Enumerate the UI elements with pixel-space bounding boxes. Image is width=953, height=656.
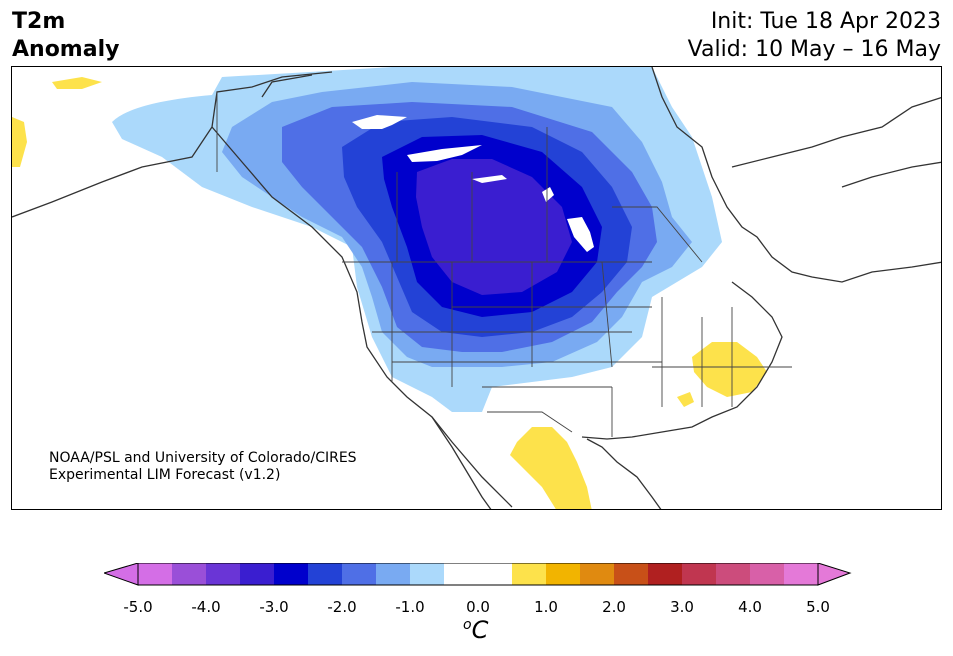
colorbar-bin xyxy=(478,563,513,585)
colorbar-tick-label: 4.0 xyxy=(738,598,762,616)
colorbar-bin xyxy=(138,563,173,585)
great-slave-lake xyxy=(407,145,482,162)
colorbar-unit: oC xyxy=(463,616,488,644)
anomaly-map xyxy=(11,66,942,510)
colorbar-bins xyxy=(137,563,819,586)
unit-label: C xyxy=(471,616,489,644)
colorbar-tick-label: -3.0 xyxy=(259,598,289,616)
colorbar-tick-label: 0.0 xyxy=(466,598,490,616)
colorbar-extend-low xyxy=(104,563,139,586)
colorbar-bin xyxy=(206,563,241,585)
colorbar-bin xyxy=(376,563,411,585)
colorbar xyxy=(104,563,852,586)
colorbar-bin xyxy=(512,563,547,585)
colorbar-bin xyxy=(614,563,649,585)
colorbar-bin xyxy=(274,563,309,585)
lake-athabasca xyxy=(472,175,507,183)
lake-winnipeg xyxy=(567,217,594,252)
init-date: Init: Tue 18 Apr 2023 xyxy=(710,9,941,34)
colorbar-extend-high xyxy=(817,563,852,586)
anomaly-region-plus-gulf xyxy=(677,392,694,407)
credit-line-2: Experimental LIM Forecast (v1.2) xyxy=(49,467,281,483)
colorbar-bin xyxy=(546,563,581,585)
map-svg xyxy=(12,67,941,509)
colorbar-bin xyxy=(342,563,377,585)
coastlines xyxy=(12,67,941,509)
colorbar-bin xyxy=(444,563,479,585)
colorbar-tick-label: 2.0 xyxy=(602,598,626,616)
title-line-2: Anomaly xyxy=(12,37,120,62)
colorbar-bin xyxy=(580,563,615,585)
colorbar-bin xyxy=(682,563,717,585)
colorbar-bin xyxy=(716,563,751,585)
colorbar-bin xyxy=(240,563,275,585)
title-line-1: T2m xyxy=(12,9,66,34)
borders xyxy=(216,92,792,437)
anomaly-region-plus-arctic xyxy=(52,77,102,89)
colorbar-tick-label: 1.0 xyxy=(534,598,558,616)
anomaly-region-plus-se xyxy=(692,342,767,397)
colorbar-bin xyxy=(308,563,343,585)
colorbar-bin xyxy=(784,563,819,585)
colorbar-tick-label: 5.0 xyxy=(806,598,830,616)
colorbar-tick-label: -5.0 xyxy=(123,598,153,616)
anomaly-region-minus-3-0 xyxy=(416,159,572,295)
forecast-dates: Init: Tue 18 Apr 2023 Valid: 10 May – 16… xyxy=(688,8,941,64)
valid-date: Valid: 10 May – 16 May xyxy=(687,37,941,62)
colorbar-bin xyxy=(648,563,683,585)
colorbar-tick-label: -2.0 xyxy=(327,598,357,616)
colorbar-bin xyxy=(750,563,785,585)
map-title: T2m Anomaly xyxy=(12,8,119,64)
colorbar-bin xyxy=(172,563,207,585)
colorbar-tick-label: 3.0 xyxy=(670,598,694,616)
degree-symbol: o xyxy=(463,617,472,633)
lake-winnipeg-north xyxy=(542,187,554,202)
colorbar-tick-label: -1.0 xyxy=(395,598,425,616)
anomaly-region-plus-west-edge xyxy=(12,117,27,167)
great-bear-lake xyxy=(352,115,407,129)
credit-text: NOAA/PSL and University of Colorado/CIRE… xyxy=(49,450,357,484)
colorbar-bin xyxy=(410,563,445,585)
colorbar-tick-label: -4.0 xyxy=(191,598,221,616)
credit-line-1: NOAA/PSL and University of Colorado/CIRE… xyxy=(49,450,357,466)
anomaly-region-plus-mexico xyxy=(510,427,592,509)
